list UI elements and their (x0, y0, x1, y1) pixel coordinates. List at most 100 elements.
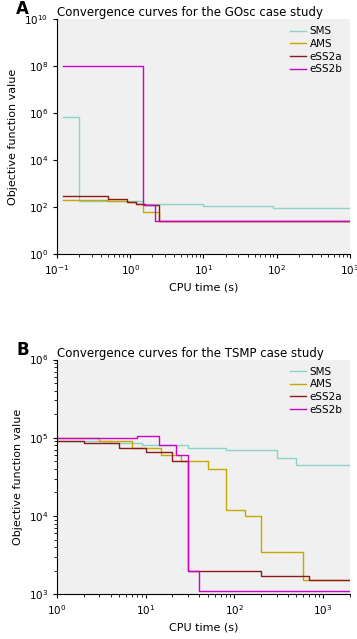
SMS (77, 113, 81, 121)
SMS (140, 440, 144, 447)
SMS (348, 461, 352, 469)
SMS (109, 440, 113, 447)
AMS (206, 465, 210, 473)
AMS (125, 197, 129, 205)
SMS (271, 204, 276, 212)
AMS (61, 197, 65, 204)
AMS (301, 576, 306, 584)
AMS (301, 548, 306, 555)
Line: eSS2b: eSS2b (63, 66, 350, 221)
eSS2a (134, 198, 138, 206)
SMS (55, 438, 59, 445)
Line: SMS: SMS (63, 117, 350, 208)
eSS2a (125, 196, 129, 203)
eSS2b (197, 567, 201, 574)
Y-axis label: Objective function value: Objective function value (9, 68, 19, 204)
eSS2a (82, 438, 86, 445)
Line: eSS2a: eSS2a (57, 442, 350, 580)
SMS (294, 461, 298, 469)
SMS (61, 113, 65, 121)
eSS2b (55, 434, 59, 442)
Legend: SMS, AMS, eSS2a, eSS2b: SMS, AMS, eSS2a, eSS2b (288, 365, 345, 417)
X-axis label: CPU time (s): CPU time (s) (169, 622, 238, 633)
AMS (348, 576, 352, 584)
AMS (97, 434, 102, 442)
AMS (159, 443, 164, 451)
eSS2b (197, 587, 201, 595)
eSS2a (170, 449, 175, 456)
Legend: SMS, AMS, eSS2a, eSS2b: SMS, AMS, eSS2a, eSS2b (288, 24, 345, 76)
SMS (141, 197, 145, 205)
Text: Convergence curves for the TSMP case study: Convergence curves for the TSMP case stu… (57, 346, 324, 360)
SMS (275, 454, 279, 462)
eSS2b (141, 201, 145, 209)
Line: AMS: AMS (63, 201, 350, 221)
eSS2b (157, 433, 161, 440)
Line: eSS2b: eSS2b (57, 436, 350, 591)
eSS2b (61, 62, 65, 70)
eSS2a (186, 458, 190, 465)
AMS (157, 217, 162, 225)
AMS (224, 465, 228, 473)
Line: eSS2a: eSS2a (63, 196, 350, 221)
eSS2b (348, 587, 352, 595)
AMS (134, 199, 138, 206)
AMS (159, 451, 164, 459)
SMS (348, 204, 352, 212)
Line: SMS: SMS (57, 442, 350, 465)
Line: AMS: AMS (57, 438, 350, 580)
AMS (242, 506, 247, 514)
SMS (224, 446, 228, 454)
AMS (134, 201, 138, 208)
eSS2a (55, 438, 59, 445)
AMS (224, 506, 228, 514)
SMS (224, 443, 228, 451)
eSS2a (117, 443, 121, 451)
eSS2a (157, 217, 162, 225)
eSS2b (153, 217, 157, 225)
eSS2b (153, 201, 157, 209)
eSS2a (259, 567, 263, 574)
Text: B: B (16, 341, 29, 358)
SMS (77, 197, 81, 205)
SMS (201, 201, 206, 208)
SMS (201, 202, 206, 210)
eSS2a (106, 192, 110, 200)
eSS2b (348, 217, 352, 225)
eSS2a (144, 443, 148, 451)
eSS2a (143, 201, 147, 209)
Y-axis label: Objective function value: Objective function value (13, 409, 23, 545)
eSS2a (307, 573, 312, 580)
Text: A: A (16, 1, 29, 19)
SMS (140, 442, 144, 449)
Text: Convergence curves for the GOsc case study: Convergence curves for the GOsc case stu… (57, 6, 323, 19)
SMS (163, 200, 167, 208)
eSS2b (157, 442, 161, 449)
X-axis label: CPU time (s): CPU time (s) (169, 282, 238, 292)
eSS2a (125, 198, 129, 206)
AMS (206, 458, 210, 465)
AMS (179, 458, 183, 465)
AMS (179, 451, 183, 459)
eSS2b (141, 62, 145, 70)
SMS (186, 443, 190, 451)
AMS (130, 438, 134, 445)
eSS2b (186, 567, 190, 574)
AMS (141, 201, 145, 208)
AMS (259, 548, 263, 555)
eSS2a (170, 458, 175, 465)
eSS2b (135, 433, 139, 440)
eSS2a (82, 440, 86, 447)
AMS (130, 443, 134, 451)
AMS (55, 434, 59, 442)
SMS (163, 201, 167, 208)
eSS2b (174, 442, 178, 449)
SMS (109, 438, 113, 445)
eSS2a (157, 201, 162, 209)
eSS2a (143, 200, 147, 208)
AMS (106, 197, 110, 205)
eSS2a (61, 192, 65, 200)
SMS (141, 200, 145, 208)
eSS2a (144, 449, 148, 456)
eSS2b (174, 451, 178, 459)
